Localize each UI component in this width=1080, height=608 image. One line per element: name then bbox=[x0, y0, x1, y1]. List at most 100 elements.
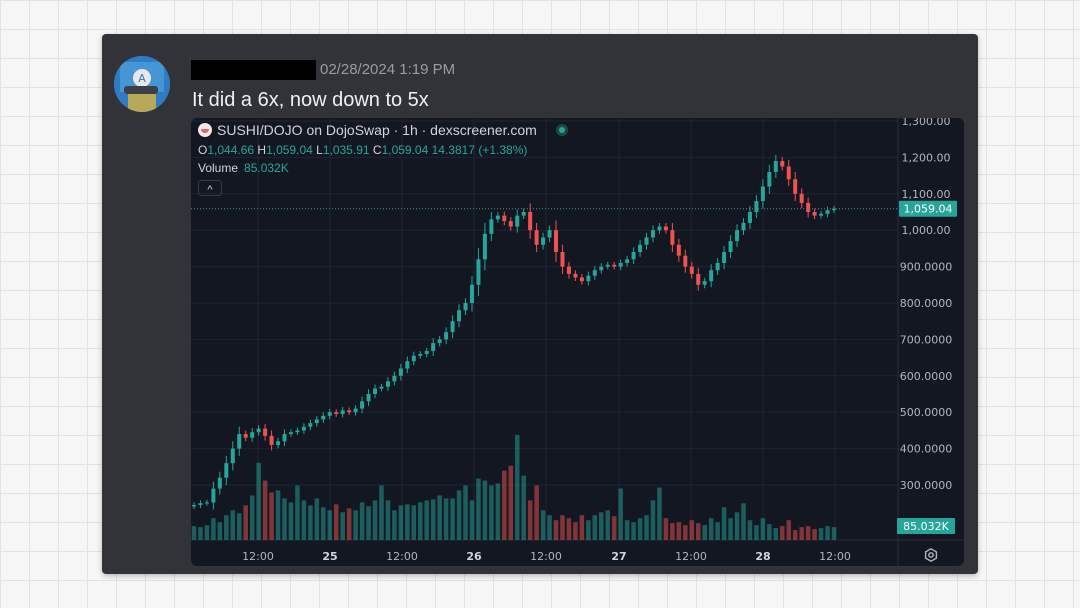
candle bbox=[793, 179, 798, 194]
candle bbox=[638, 244, 643, 253]
volume-bar bbox=[553, 520, 559, 540]
candle bbox=[353, 408, 358, 413]
candle bbox=[269, 435, 274, 445]
change-value: 14.3817 (+1.38%) bbox=[431, 143, 528, 157]
candle bbox=[819, 213, 824, 216]
candle bbox=[385, 381, 390, 387]
chart-embed[interactable]: 1,300.00 1,200.00 1,100.00 1,000.00 900.0000… bbox=[191, 118, 964, 566]
close-label: C bbox=[372, 143, 382, 157]
volume-bar bbox=[456, 490, 462, 540]
volume-bar bbox=[566, 518, 572, 540]
volume-bar bbox=[346, 508, 352, 540]
volume-bar bbox=[521, 475, 526, 540]
avatar[interactable]: A bbox=[114, 56, 170, 112]
volume-bar bbox=[275, 490, 281, 540]
volume-bar bbox=[288, 502, 294, 540]
candle bbox=[702, 281, 707, 285]
candle bbox=[612, 264, 617, 267]
volume-bar bbox=[747, 520, 753, 540]
volume-bar bbox=[372, 500, 378, 540]
volume-bar bbox=[631, 522, 636, 540]
candlestick-chart[interactable]: 1,300.00 1,200.00 1,100.00 1,000.00 900.0000… bbox=[191, 118, 964, 566]
volume-bar bbox=[624, 520, 630, 540]
low-label: L bbox=[316, 143, 323, 157]
candle bbox=[476, 259, 481, 285]
candle bbox=[424, 351, 429, 354]
y-tick-label: 1,300.00 bbox=[902, 118, 951, 128]
candle bbox=[502, 215, 507, 222]
candle bbox=[457, 310, 462, 322]
candle bbox=[217, 477, 222, 489]
gear-icon[interactable] bbox=[924, 547, 938, 563]
x-tick-label: 12:00 bbox=[386, 550, 418, 563]
volume-bar bbox=[224, 515, 229, 540]
candle bbox=[586, 275, 591, 282]
volume-bar bbox=[463, 485, 468, 540]
message-text: It did a 6x, now down to 5x bbox=[192, 89, 429, 111]
candle bbox=[243, 434, 248, 438]
collapse-legend-button[interactable]: ^ bbox=[198, 180, 222, 196]
candle bbox=[554, 230, 559, 253]
volume-bar bbox=[333, 504, 339, 540]
volume-bar bbox=[243, 505, 248, 540]
volume-bar bbox=[792, 530, 798, 540]
volume-bar bbox=[754, 525, 759, 540]
volume-bar bbox=[502, 470, 507, 540]
volume-bar bbox=[256, 462, 261, 540]
candle bbox=[696, 273, 701, 285]
candle bbox=[657, 226, 662, 231]
x-tick-label: 12:00 bbox=[819, 550, 851, 563]
volume-bar bbox=[573, 522, 578, 540]
volume-bar bbox=[780, 526, 785, 540]
candle bbox=[489, 219, 494, 234]
candle bbox=[398, 368, 403, 376]
volume-bar bbox=[605, 510, 610, 540]
candle bbox=[224, 463, 229, 478]
volume-bar bbox=[476, 478, 481, 540]
candle bbox=[392, 375, 397, 382]
volume-bar bbox=[637, 518, 643, 540]
candle bbox=[360, 401, 365, 409]
candle bbox=[411, 355, 416, 362]
y-tick-label: 1,000.00 bbox=[902, 224, 951, 237]
volume-bar bbox=[715, 522, 720, 540]
candle bbox=[825, 210, 830, 214]
volume-bar bbox=[805, 526, 811, 540]
candle bbox=[592, 270, 597, 276]
volume-bar bbox=[514, 435, 520, 540]
x-tick-label: 12:00 bbox=[242, 550, 274, 563]
candle bbox=[579, 277, 584, 282]
volume-bar bbox=[831, 527, 837, 540]
volume-bar bbox=[560, 515, 565, 540]
volume-bar bbox=[799, 527, 804, 540]
volume-bar bbox=[353, 510, 358, 540]
candle bbox=[276, 441, 281, 445]
candle bbox=[573, 273, 578, 278]
candle bbox=[366, 394, 371, 402]
last-volume-label: 85.032K bbox=[903, 520, 949, 533]
volume-bar bbox=[611, 516, 617, 540]
candle bbox=[728, 241, 733, 253]
volume-bar bbox=[650, 500, 656, 540]
candle bbox=[431, 343, 436, 352]
x-tick-label: 28 bbox=[755, 550, 770, 563]
candle bbox=[605, 264, 610, 267]
volume-bar bbox=[689, 520, 695, 540]
volume-bar bbox=[676, 522, 682, 540]
last-volume-label-bg bbox=[897, 518, 955, 534]
candle bbox=[780, 161, 785, 167]
y-tick-label: 800.0000 bbox=[900, 297, 953, 310]
candle bbox=[741, 222, 746, 231]
candle bbox=[547, 230, 552, 238]
candle bbox=[541, 237, 546, 245]
volume-value: 85.032K bbox=[244, 161, 289, 175]
x-tick-label: 12:00 bbox=[675, 550, 707, 563]
redacted-username bbox=[191, 60, 316, 80]
volume-bar bbox=[618, 488, 623, 540]
volume-bar bbox=[773, 528, 779, 540]
ohlc-readout: O1,044.66 H1,059.04 L1,035.91 C1,059.04 … bbox=[198, 143, 527, 157]
candle bbox=[482, 233, 487, 260]
volume-bar bbox=[424, 500, 429, 540]
candle bbox=[288, 432, 293, 435]
candle bbox=[566, 266, 571, 274]
